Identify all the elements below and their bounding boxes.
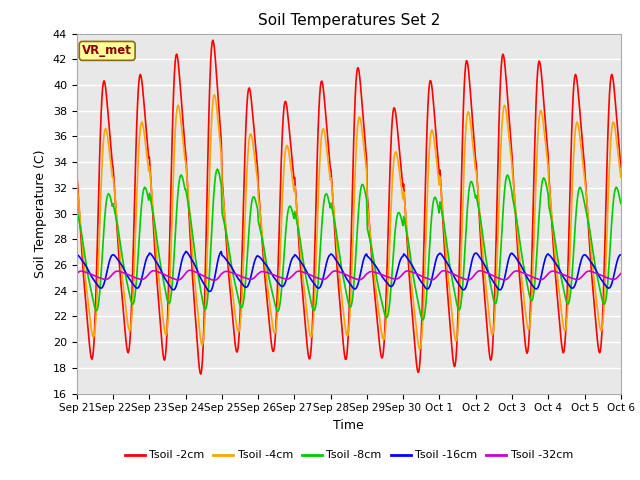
Title: Soil Temperatures Set 2: Soil Temperatures Set 2 bbox=[258, 13, 440, 28]
Tsoil -8cm bbox=[223, 236, 231, 242]
Tsoil -16cm bbox=[417, 277, 424, 283]
Tsoil -16cm bbox=[206, 288, 214, 294]
Tsoil -4cm bbox=[211, 92, 218, 98]
Tsoil -8cm bbox=[139, 192, 147, 198]
Tsoil -2cm bbox=[617, 164, 625, 170]
Tsoil -8cm bbox=[617, 201, 625, 206]
Tsoil -2cm bbox=[197, 371, 205, 377]
Tsoil -4cm bbox=[416, 346, 424, 352]
Tsoil -32cm bbox=[224, 269, 232, 275]
Line: Tsoil -32cm: Tsoil -32cm bbox=[77, 270, 621, 280]
Tsoil -2cm bbox=[224, 264, 232, 270]
Legend: Tsoil -2cm, Tsoil -4cm, Tsoil -8cm, Tsoil -16cm, Tsoil -32cm: Tsoil -2cm, Tsoil -4cm, Tsoil -8cm, Tsoi… bbox=[120, 446, 577, 465]
Tsoil -16cm bbox=[182, 249, 189, 254]
Tsoil -16cm bbox=[433, 256, 440, 262]
Tsoil -32cm bbox=[211, 277, 218, 283]
Tsoil -2cm bbox=[417, 353, 424, 359]
Tsoil -8cm bbox=[73, 207, 81, 213]
Tsoil -2cm bbox=[194, 348, 202, 354]
Tsoil -2cm bbox=[73, 170, 81, 176]
Tsoil -8cm bbox=[433, 196, 440, 202]
Tsoil -16cm bbox=[83, 264, 90, 270]
Tsoil -16cm bbox=[224, 259, 232, 265]
Tsoil -4cm bbox=[223, 241, 231, 247]
Tsoil -4cm bbox=[417, 345, 424, 351]
Tsoil -8cm bbox=[194, 271, 202, 276]
Tsoil -32cm bbox=[139, 276, 147, 282]
X-axis label: Time: Time bbox=[333, 419, 364, 432]
Tsoil -16cm bbox=[617, 252, 625, 258]
Tsoil -2cm bbox=[209, 37, 217, 43]
Tsoil -2cm bbox=[139, 85, 147, 91]
Y-axis label: Soil Temperature (C): Soil Temperature (C) bbox=[35, 149, 47, 278]
Tsoil -32cm bbox=[433, 275, 440, 280]
Tsoil -2cm bbox=[433, 133, 440, 139]
Tsoil -16cm bbox=[73, 252, 81, 258]
Tsoil -4cm bbox=[194, 310, 202, 315]
Tsoil -32cm bbox=[617, 271, 625, 276]
Tsoil -32cm bbox=[195, 270, 202, 276]
Tsoil -4cm bbox=[83, 286, 90, 292]
Line: Tsoil -8cm: Tsoil -8cm bbox=[77, 169, 621, 320]
Tsoil -8cm bbox=[416, 307, 424, 312]
Tsoil -4cm bbox=[139, 120, 147, 126]
Line: Tsoil -2cm: Tsoil -2cm bbox=[77, 40, 621, 374]
Tsoil -8cm bbox=[214, 167, 221, 172]
Line: Tsoil -16cm: Tsoil -16cm bbox=[77, 252, 621, 291]
Tsoil -16cm bbox=[195, 271, 202, 276]
Tsoil -16cm bbox=[139, 272, 147, 277]
Tsoil -8cm bbox=[419, 317, 426, 323]
Tsoil -32cm bbox=[73, 271, 81, 276]
Tsoil -2cm bbox=[83, 310, 90, 315]
Tsoil -4cm bbox=[73, 180, 81, 186]
Tsoil -8cm bbox=[83, 264, 90, 270]
Text: VR_met: VR_met bbox=[82, 44, 132, 58]
Tsoil -4cm bbox=[433, 155, 440, 160]
Tsoil -32cm bbox=[417, 273, 424, 278]
Tsoil -4cm bbox=[617, 174, 625, 180]
Line: Tsoil -4cm: Tsoil -4cm bbox=[77, 95, 621, 349]
Tsoil -32cm bbox=[186, 267, 194, 273]
Tsoil -32cm bbox=[83, 270, 90, 276]
